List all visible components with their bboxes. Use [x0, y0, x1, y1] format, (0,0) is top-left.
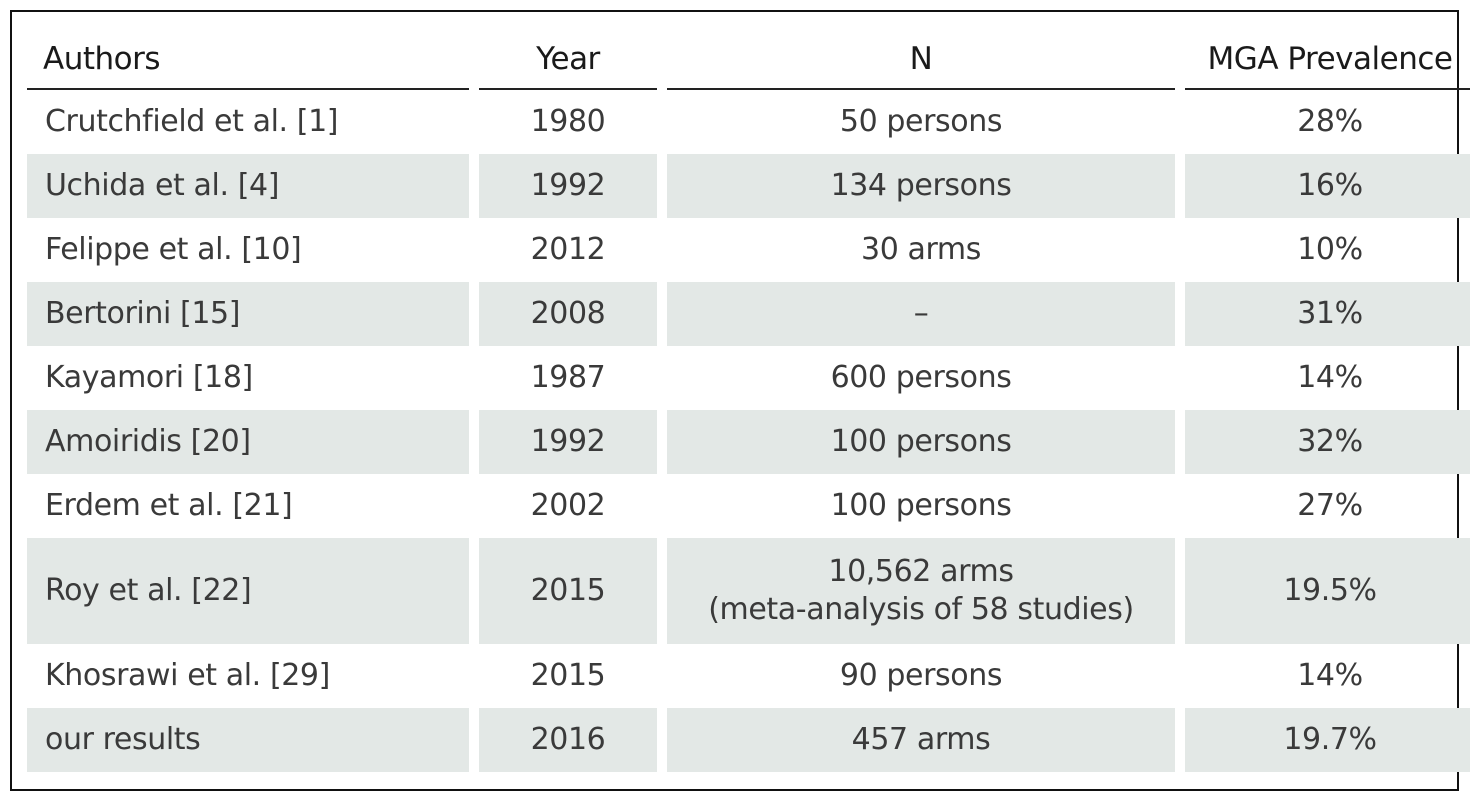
cell-authors: Roy et al. [22]: [27, 538, 469, 644]
cell-n: 100 persons: [667, 410, 1175, 474]
cell-year: 2015: [530, 658, 606, 693]
cell-authors: Erdem et al. [21]: [45, 488, 293, 523]
table-row: Kayamori [18] 1987 600 persons 14%: [27, 346, 1470, 410]
mga-prevalence-table: Authors Year N MGA Prevalence Crutchfiel…: [17, 30, 1470, 772]
cell-prevalence: 28%: [1297, 104, 1363, 139]
table-row: Uchida et al. [4] 1992 134 persons 16%: [27, 154, 1470, 218]
cell-n-note: (meta-analysis of 58 studies): [708, 592, 1134, 627]
cell-n: 457 arms: [667, 708, 1175, 772]
cell-n: –: [667, 282, 1175, 346]
cell-authors: Amoiridis [20]: [27, 410, 469, 474]
cell-year: 2002: [530, 488, 606, 523]
cell-year: 1980: [530, 104, 606, 139]
cell-year: 1992: [479, 410, 657, 474]
cell-n: 600 persons: [830, 360, 1012, 395]
table-row: Roy et al. [22] 2015 10,562 arms (meta-a…: [27, 538, 1470, 644]
cell-n: 30 arms: [861, 232, 981, 267]
cell-authors: Bertorini [15]: [27, 282, 469, 346]
table-row: Bertorini [15] 2008 – 31%: [27, 282, 1470, 346]
table-row: Felippe et al. [10] 2012 30 arms 10%: [27, 218, 1470, 282]
cell-year: 2012: [530, 232, 606, 267]
cell-prevalence: 14%: [1297, 658, 1363, 693]
cell-year: 1987: [530, 360, 606, 395]
cell-n: 134 persons: [667, 154, 1175, 218]
header-n: N: [667, 30, 1175, 90]
cell-authors: Felippe et al. [10]: [45, 232, 302, 267]
cell-authors: our results: [27, 708, 469, 772]
table-row: Erdem et al. [21] 2002 100 persons 27%: [27, 474, 1470, 538]
table-row: Crutchfield et al. [1] 1980 50 persons 2…: [27, 90, 1470, 154]
header-year: Year: [479, 30, 657, 90]
cell-year: 1992: [479, 154, 657, 218]
cell-n-value: 10,562 arms: [828, 554, 1014, 589]
header-authors: Authors: [27, 30, 469, 90]
cell-prevalence: 14%: [1297, 360, 1363, 395]
cell-n: 90 persons: [839, 658, 1003, 693]
cell-year: 2015: [479, 538, 657, 644]
cell-authors: Kayamori [18]: [45, 360, 253, 395]
cell-prevalence: 10%: [1297, 232, 1363, 267]
cell-n: 100 persons: [830, 488, 1012, 523]
cell-authors: Khosrawi et al. [29]: [45, 658, 330, 693]
table-row: our results 2016 457 arms 19.7%: [27, 708, 1470, 772]
cell-prevalence: 31%: [1185, 282, 1470, 346]
table-frame: Authors Year N MGA Prevalence Crutchfiel…: [10, 10, 1470, 791]
cell-n: 50 persons: [839, 104, 1003, 139]
cell-year: 2016: [479, 708, 657, 772]
cell-prevalence: 32%: [1185, 410, 1470, 474]
cell-prevalence: 27%: [1297, 488, 1363, 523]
header-row: Authors Year N MGA Prevalence: [27, 30, 1470, 90]
cell-authors: Uchida et al. [4]: [27, 154, 469, 218]
cell-prevalence: 19.5%: [1185, 538, 1470, 644]
cell-prevalence: 19.7%: [1185, 708, 1470, 772]
cell-n: 10,562 arms (meta-analysis of 58 studies…: [667, 538, 1175, 644]
table-row: Khosrawi et al. [29] 2015 90 persons 14%: [27, 644, 1470, 708]
cell-year: 2008: [479, 282, 657, 346]
cell-prevalence: 16%: [1185, 154, 1470, 218]
header-prevalence: MGA Prevalence: [1185, 30, 1470, 90]
table-row: Amoiridis [20] 1992 100 persons 32%: [27, 410, 1470, 474]
cell-authors: Crutchfield et al. [1]: [45, 104, 339, 139]
